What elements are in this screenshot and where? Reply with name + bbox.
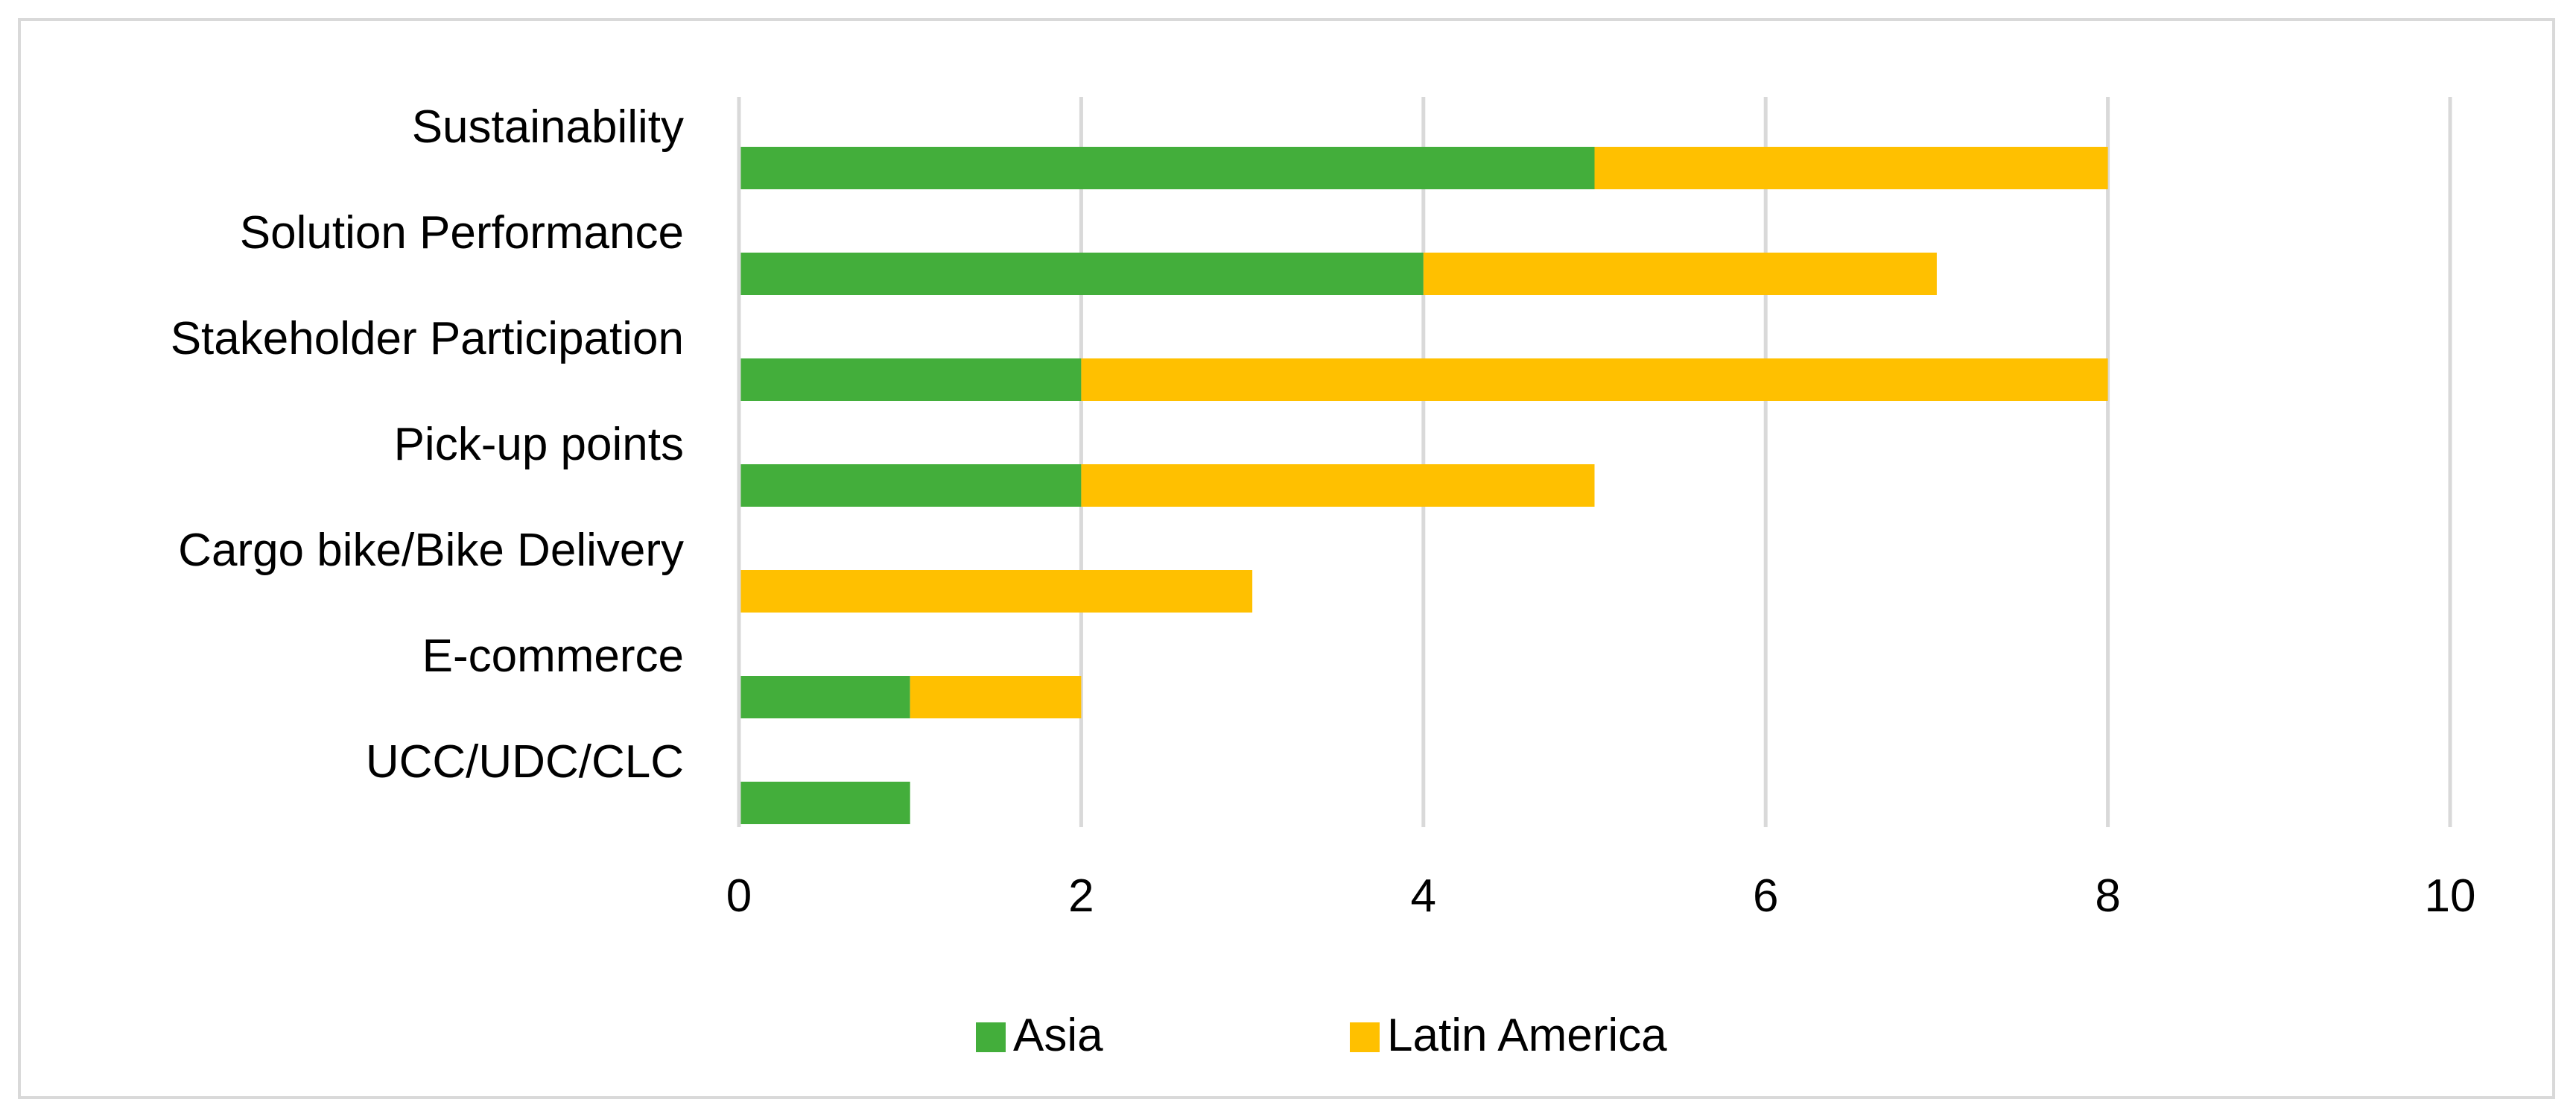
legend-label: Latin America	[1387, 1010, 1667, 1061]
bars	[739, 147, 2108, 824]
category-label: Stakeholder Participation	[171, 313, 684, 364]
x-tick-label: 4	[1411, 870, 1436, 922]
bar-latin-america	[1081, 358, 2108, 401]
bar-latin-america	[1594, 147, 2108, 189]
x-tick-labels: 0 2 4 6 8 10	[726, 870, 2476, 922]
gridlines	[1079, 97, 2452, 827]
x-tick-label: 8	[2095, 870, 2120, 922]
x-tick-label: 6	[1753, 870, 1778, 922]
category-labels: Sustainability Solution Performance Stakeh…	[171, 101, 684, 788]
category-label: E-commerce	[422, 630, 684, 682]
bar-asia	[739, 464, 1082, 507]
category-label: Cargo bike/Bike Delivery	[178, 525, 684, 576]
bar-latin-america	[739, 570, 1253, 613]
category-label: Pick-up points	[394, 419, 684, 470]
bar-asia	[739, 253, 1424, 295]
x-tick-label: 2	[1068, 870, 1094, 922]
legend-swatch-asia	[976, 1022, 1006, 1052]
bar-latin-america	[1081, 464, 1595, 507]
category-label: UCC/UDC/CLC	[366, 736, 684, 788]
legend-swatch-latin-america	[1350, 1022, 1380, 1052]
category-label: Solution Performance	[240, 207, 684, 259]
chart-frame	[18, 18, 2555, 1099]
category-label: Sustainability	[412, 101, 684, 153]
legend-label: Asia	[1013, 1010, 1103, 1061]
bar-latin-america	[910, 676, 1082, 718]
x-tick-label: 10	[2425, 870, 2476, 922]
bar-asia	[739, 782, 910, 824]
x-tick-label: 0	[726, 870, 752, 922]
bar-asia	[739, 676, 910, 718]
bar-latin-america	[1423, 253, 1937, 295]
legend: Asia Latin America	[976, 1010, 1667, 1061]
bar-asia	[739, 358, 1082, 401]
bar-asia	[739, 147, 1595, 189]
